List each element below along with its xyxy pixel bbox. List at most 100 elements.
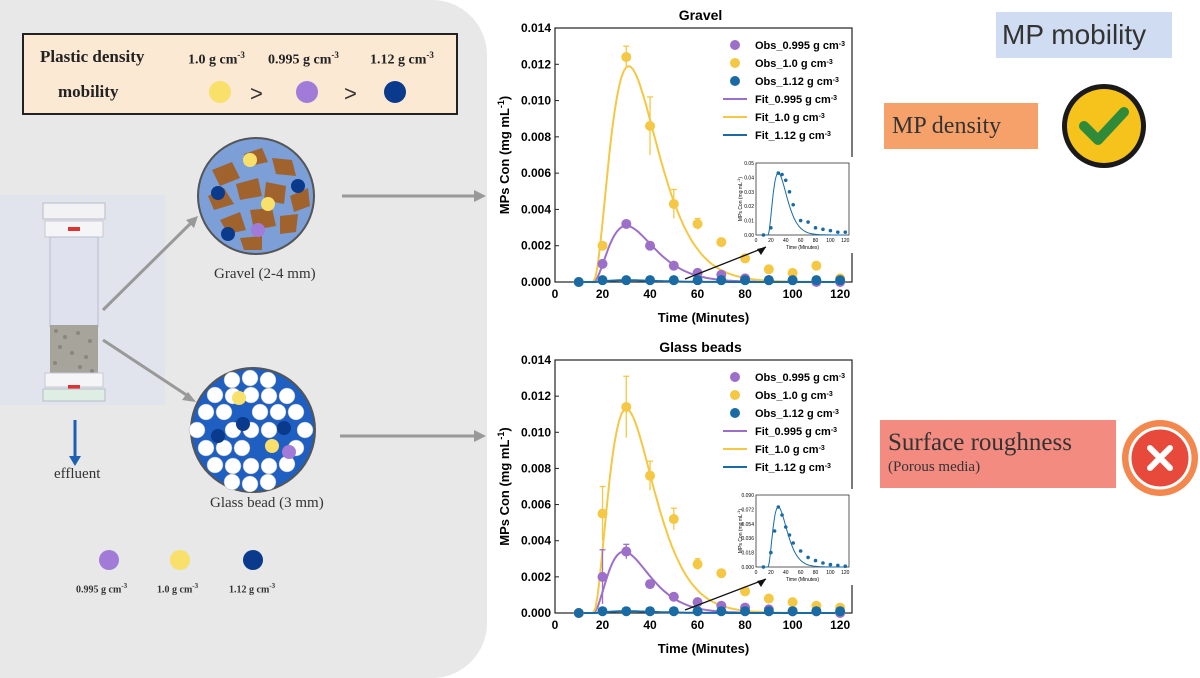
legend-entry: Obs_0.995 g cm-3	[755, 40, 845, 52]
inset-x-axis-label: Time (Minutes)	[786, 577, 819, 583]
inset-point	[836, 230, 840, 234]
inset-pointer-arrowhead	[757, 579, 766, 587]
chart-title: Glass beads	[659, 339, 742, 355]
inset-pointer-arrow	[684, 578, 767, 611]
inset-y-axis-label: MPs Con (mg mL-1)	[736, 177, 745, 221]
x-tick-label: 80	[738, 618, 752, 632]
surface-roughness-label: Surface roughness	[888, 429, 1072, 456]
obs-point-yellow	[787, 267, 798, 278]
obs-point-blue	[835, 275, 846, 286]
y-tick-label: 0.014	[521, 353, 551, 367]
legend-marker-blue	[730, 408, 740, 418]
obs-point-purple	[621, 218, 632, 229]
glass-bead-caption: Glass bead (3 mm)	[210, 495, 324, 511]
inset-point	[828, 228, 833, 233]
obs-point-yellow	[645, 120, 656, 131]
inset-point	[787, 190, 792, 194]
obs-point-purple	[597, 258, 608, 269]
y-tick-label: 0.008	[521, 130, 551, 144]
x-tick-label: 0	[552, 618, 559, 632]
obs-point-yellow	[787, 597, 798, 608]
y-axis-label: MPs Con (mg mL-1)	[496, 96, 512, 215]
inset-y-tick-label: 0.01	[744, 219, 754, 225]
inset-y-tick-label: 0.018	[741, 551, 754, 557]
inset-point	[798, 218, 803, 223]
inset-point	[843, 564, 848, 568]
legend-density-2: 0.995 g cm-3	[268, 50, 339, 68]
obs-point-yellow	[763, 264, 774, 275]
inset-point	[783, 525, 788, 529]
x-tick-label: 120	[830, 618, 850, 632]
legend-entry: Fit_1.0 g cm-3	[755, 444, 825, 456]
inset-point	[813, 558, 818, 563]
x-tick-label: 20	[596, 287, 610, 301]
inset-y-axis-label: MPs Con (mg mL-1)	[736, 509, 745, 553]
yellow-particle-icon	[209, 81, 231, 103]
y-tick-label: 0.000	[521, 606, 551, 620]
obs-point-blue	[597, 606, 608, 617]
obs-point-yellow	[597, 508, 608, 519]
legend-marker-blue	[730, 76, 740, 86]
charts-area: Gravel0.0000.0020.0040.0060.0080.0100.01…	[496, 7, 853, 656]
legend-entry: Fit_0.995 g cm-3	[755, 426, 837, 438]
obs-point-blue	[621, 275, 632, 286]
column-apparatus	[0, 195, 165, 405]
obs-point-purple	[645, 579, 656, 590]
inset-x-tick-label: 100	[826, 570, 835, 576]
inset-point	[806, 555, 810, 560]
obs-point-blue	[573, 608, 584, 618]
inset-point	[806, 220, 810, 224]
inset-x-tick-label: 40	[783, 570, 789, 576]
obs-point-blue	[645, 606, 656, 617]
obs-point-blue	[740, 606, 751, 617]
obs-point-yellow	[668, 198, 679, 209]
inset-point	[769, 226, 773, 230]
inset-point	[761, 233, 766, 237]
inset-x-tick-label: 0	[755, 570, 758, 576]
schematic-panel: Plastic density mobility 1.0 g cm-3 0.99…	[0, 0, 487, 678]
inset-point	[772, 529, 777, 533]
obs-point-blue	[811, 275, 822, 286]
obs-point-blue	[692, 606, 703, 617]
obs-point-blue	[787, 606, 798, 617]
obs-point-blue	[573, 277, 584, 287]
legend-entry: Fit_1.12 g cm-3	[755, 130, 831, 142]
legend-entry: Fit_1.0 g cm-3	[755, 112, 825, 124]
inset-point	[813, 226, 818, 230]
obs-point-purple	[668, 260, 679, 271]
schematic-arrows	[69, 137, 486, 570]
legend-entry: Fit_0.995 g cm-3	[755, 94, 837, 106]
porous-media-label: (Porous media)	[888, 459, 981, 475]
inset-x-tick-label: 60	[798, 238, 804, 244]
legend-density-1: 1.0 g cm-3	[188, 50, 245, 68]
legend-entry: Obs_1.12 g cm-3	[755, 76, 839, 88]
inset-x-tick-label: 120	[841, 570, 850, 576]
inset-y-tick-label: 0.05	[744, 161, 754, 167]
obs-point-yellow	[716, 237, 727, 248]
obs-point-yellow	[621, 52, 632, 63]
obs-point-blue	[763, 275, 774, 286]
y-tick-label: 0.000	[521, 275, 551, 289]
obs-point-blue	[716, 606, 727, 617]
x-axis-label: Time (Minutes)	[658, 641, 750, 656]
obs-point-blue	[668, 606, 679, 617]
obs-point-purple	[668, 591, 679, 602]
obs-point-blue	[787, 275, 798, 286]
inset-point	[821, 561, 825, 565]
x-tick-label: 100	[783, 287, 803, 301]
inset-point	[843, 230, 848, 234]
inset-x-tick-label: 40	[783, 238, 789, 244]
mp-density-tag: MP density	[884, 103, 1038, 149]
inset-point	[761, 565, 766, 569]
inset-x-tick-label: 80	[813, 238, 819, 244]
obs-point-yellow	[645, 470, 656, 481]
greater-than-2: >	[344, 81, 357, 106]
x-tick-label: 80	[738, 287, 752, 301]
x-tick-label: 20	[596, 618, 610, 632]
inset-y-tick-label: 0.054	[741, 522, 754, 528]
x-tick-label: 40	[643, 618, 657, 632]
legend-density-3: 1.12 g cm-3	[370, 50, 434, 68]
inset-point	[791, 541, 795, 545]
legend-marker-purple	[730, 40, 740, 50]
inset-x-tick-label: 60	[798, 570, 804, 576]
